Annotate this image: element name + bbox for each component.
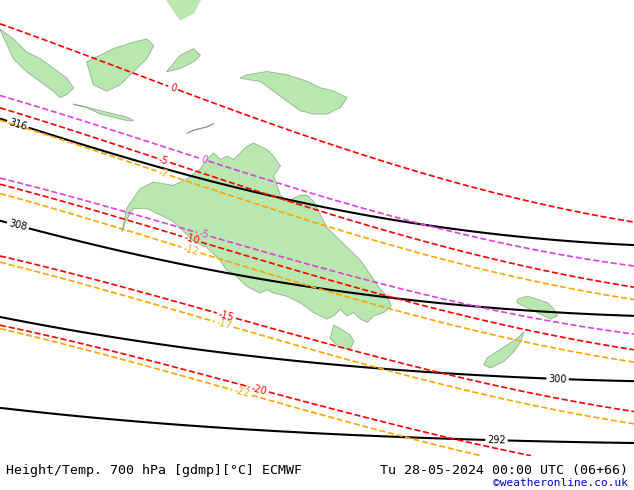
Polygon shape [240,72,347,114]
Text: 0: 0 [199,154,208,165]
Text: ©weatheronline.co.uk: ©weatheronline.co.uk [493,478,628,488]
Polygon shape [167,49,200,72]
Text: -7: -7 [157,167,169,179]
Text: -15: -15 [217,309,235,322]
Text: -12: -12 [182,243,200,257]
Text: 316: 316 [8,117,28,132]
Text: -10: -10 [183,232,200,246]
Polygon shape [0,29,74,98]
Text: 0: 0 [169,82,178,94]
Polygon shape [87,39,153,91]
Polygon shape [74,104,134,121]
Polygon shape [122,143,391,322]
Text: -5: -5 [157,154,170,167]
Polygon shape [517,296,557,319]
Text: Tu 28-05-2024 00:00 UTC (06+66): Tu 28-05-2024 00:00 UTC (06+66) [380,465,628,477]
Text: -5: -5 [198,228,210,241]
Text: 308: 308 [8,219,28,233]
Text: -17: -17 [215,318,233,331]
Polygon shape [330,325,354,348]
Polygon shape [167,0,200,20]
Polygon shape [187,123,214,133]
Polygon shape [484,332,524,368]
Text: 292: 292 [487,435,506,445]
Text: -20: -20 [250,383,268,396]
Text: -22: -22 [233,386,251,399]
Text: 300: 300 [548,373,567,384]
Text: Height/Temp. 700 hPa [gdmp][°C] ECMWF: Height/Temp. 700 hPa [gdmp][°C] ECMWF [6,465,302,477]
